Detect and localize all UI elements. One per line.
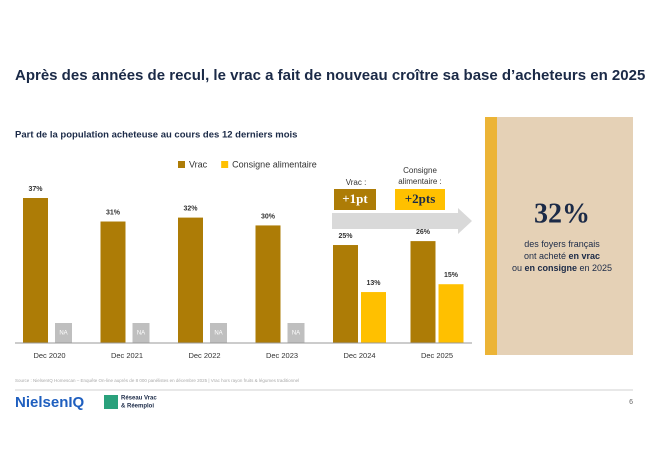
logo: NielsenIQ (15, 394, 85, 411)
panel-text: ou en consigne en 2025 (512, 263, 612, 273)
legend-swatch (178, 161, 185, 168)
panel-text-part: en 2025 (577, 263, 612, 273)
panel-text-bold: en vrac (569, 251, 601, 261)
na-box (210, 323, 227, 343)
na-box (55, 323, 72, 343)
annotation-change: +1pt (342, 191, 368, 206)
x-tick-label: Dec 2023 (266, 351, 298, 360)
na-box (287, 323, 305, 343)
na-box (132, 323, 150, 343)
value-label: 13% (366, 280, 381, 287)
panel-edge (485, 117, 497, 355)
legend-label: Vrac (189, 159, 208, 169)
na-label: NA (214, 331, 222, 337)
bar (255, 225, 281, 343)
panel-text: ont acheté en vrac (524, 251, 600, 261)
trend-arrow (332, 208, 472, 234)
legend-swatch (221, 161, 229, 168)
value-label: 32% (183, 205, 198, 212)
annotation-box (395, 189, 445, 210)
bar (361, 292, 386, 343)
na-label: NA (292, 331, 300, 337)
x-tick-label: Dec 2022 (188, 351, 220, 360)
bar (333, 245, 358, 343)
slide-title: Après des années de recul, le vrac a fai… (15, 67, 645, 84)
annotation-label: Consigne (403, 166, 437, 175)
panel-text-part: ont acheté (524, 251, 569, 261)
panel-text-part: ou (512, 263, 525, 273)
value-label: 31% (106, 209, 121, 216)
value-label: 30% (261, 213, 276, 220)
panel-text-bold: en consigne (524, 263, 577, 273)
annotation-change: +2pts (405, 191, 436, 206)
panel-overlay (485, 117, 633, 355)
chart-title: Part de la population acheteuse au cours… (15, 130, 297, 141)
panel-stat: 32% (534, 198, 590, 229)
na-label: NA (59, 331, 67, 337)
x-tick-label: Dec 2024 (343, 351, 375, 360)
value-label: 26% (416, 229, 431, 236)
value-label: 25% (338, 233, 353, 240)
bar (23, 198, 48, 343)
partner-name: & Réemploi (121, 404, 154, 410)
annotation-box (334, 189, 376, 210)
panel-text-part: des foyers français (524, 239, 600, 249)
x-tick-label: Dec 2025 (421, 351, 453, 360)
bar (178, 217, 203, 343)
annotation-label: Vrac : (346, 178, 367, 187)
source: Source : NielsenIQ Homescan – Enquête On… (15, 378, 299, 383)
page-number: 6 (629, 399, 633, 406)
x-tick-label: Dec 2021 (111, 351, 143, 360)
bar (438, 284, 464, 343)
value-label: 15% (444, 272, 459, 279)
value-label: 37% (28, 186, 43, 193)
partner-name: Réseau Vrac (121, 396, 157, 402)
x-tick-label: Dec 2020 (33, 351, 65, 360)
na-label: NA (137, 331, 145, 337)
bar (410, 241, 436, 343)
partner-icon (104, 395, 118, 409)
annotation-label: alimentaire : (398, 177, 442, 186)
panel-text: des foyers français (524, 239, 600, 249)
legend-label: Consigne alimentaire (232, 159, 317, 169)
bar (100, 221, 126, 343)
